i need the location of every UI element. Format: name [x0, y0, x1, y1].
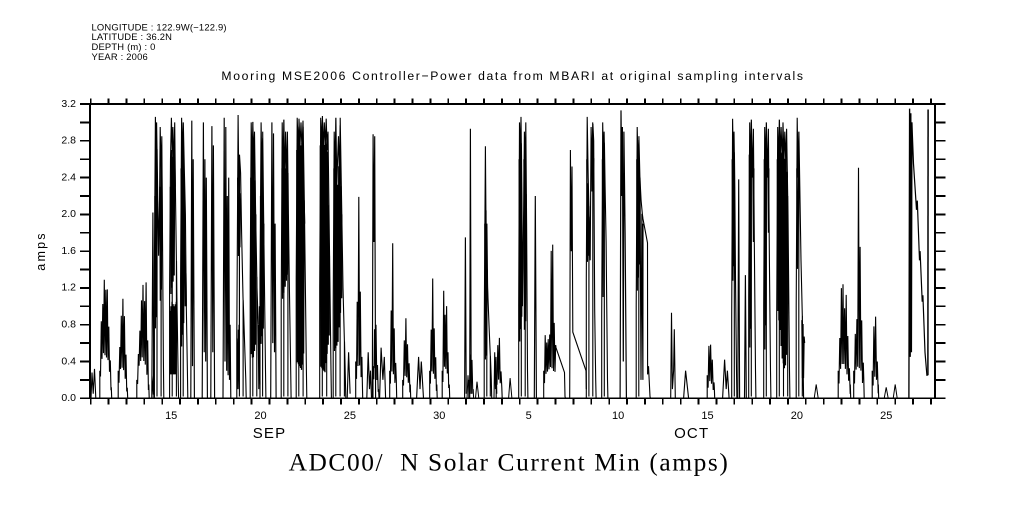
svg-text:YEAR : 2006: YEAR : 2006: [92, 51, 148, 62]
svg-text:OCT: OCT: [674, 425, 709, 442]
svg-text:0.8: 0.8: [61, 319, 76, 331]
svg-text:25: 25: [880, 410, 892, 422]
svg-text:DEPTH (m) : 0: DEPTH (m) : 0: [92, 41, 156, 52]
svg-text:2.4: 2.4: [61, 171, 76, 183]
svg-text:30: 30: [433, 410, 445, 422]
svg-text:15: 15: [701, 410, 713, 422]
svg-text:25: 25: [344, 410, 356, 422]
svg-text:LONGITUDE : 122.9W(−122.9): LONGITUDE : 122.9W(−122.9): [92, 21, 227, 32]
svg-text:1.2: 1.2: [61, 282, 76, 294]
svg-text:1.6: 1.6: [61, 245, 76, 257]
svg-text:0.4: 0.4: [61, 355, 76, 367]
svg-text:ADC00/ N Solar Current Min (a: ADC00/ N Solar Current Min (amps): [289, 449, 730, 477]
svg-text:5: 5: [526, 410, 532, 422]
svg-text:amps: amps: [34, 231, 48, 270]
svg-text:10: 10: [612, 410, 624, 422]
svg-text:LATITUDE : 36.2N: LATITUDE : 36.2N: [92, 31, 173, 42]
svg-text:3.2: 3.2: [61, 98, 76, 110]
svg-text:2.8: 2.8: [61, 135, 76, 147]
svg-text:SEP: SEP: [253, 425, 287, 442]
svg-text:2.0: 2.0: [61, 208, 76, 220]
svg-text:Mooring MSE2006 Controller−Pow: Mooring MSE2006 Controller−Power data fr…: [221, 69, 804, 83]
svg-text:20: 20: [254, 410, 266, 422]
svg-text:20: 20: [791, 410, 803, 422]
svg-text:15: 15: [165, 410, 177, 422]
svg-text:0.0: 0.0: [61, 392, 76, 404]
